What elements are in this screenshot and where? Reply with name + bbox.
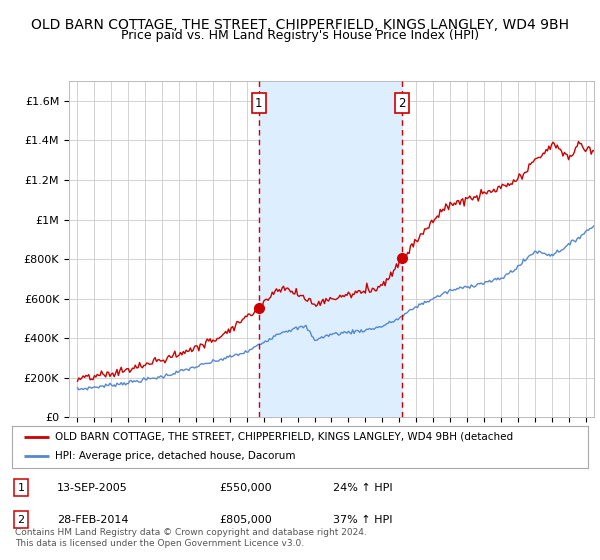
Text: HPI: Average price, detached house, Dacorum: HPI: Average price, detached house, Daco…: [55, 451, 296, 461]
Text: Contains HM Land Registry data © Crown copyright and database right 2024.
This d: Contains HM Land Registry data © Crown c…: [15, 528, 367, 548]
Text: 24% ↑ HPI: 24% ↑ HPI: [333, 483, 392, 493]
Text: £805,000: £805,000: [219, 515, 272, 525]
Text: 1: 1: [17, 483, 25, 493]
Text: Price paid vs. HM Land Registry's House Price Index (HPI): Price paid vs. HM Land Registry's House …: [121, 29, 479, 42]
Text: 2: 2: [17, 515, 25, 525]
Text: 13-SEP-2005: 13-SEP-2005: [57, 483, 128, 493]
Bar: [259, 81, 402, 417]
Text: OLD BARN COTTAGE, THE STREET, CHIPPERFIELD, KINGS LANGLEY, WD4 9BH: OLD BARN COTTAGE, THE STREET, CHIPPERFIE…: [31, 18, 569, 32]
Text: 37% ↑ HPI: 37% ↑ HPI: [333, 515, 392, 525]
Text: 28-FEB-2014: 28-FEB-2014: [57, 515, 128, 525]
Text: OLD BARN COTTAGE, THE STREET, CHIPPERFIELD, KINGS LANGLEY, WD4 9BH (detached: OLD BARN COTTAGE, THE STREET, CHIPPERFIE…: [55, 432, 514, 442]
Text: £550,000: £550,000: [219, 483, 272, 493]
Text: 2: 2: [398, 96, 406, 110]
Text: 1: 1: [255, 96, 262, 110]
